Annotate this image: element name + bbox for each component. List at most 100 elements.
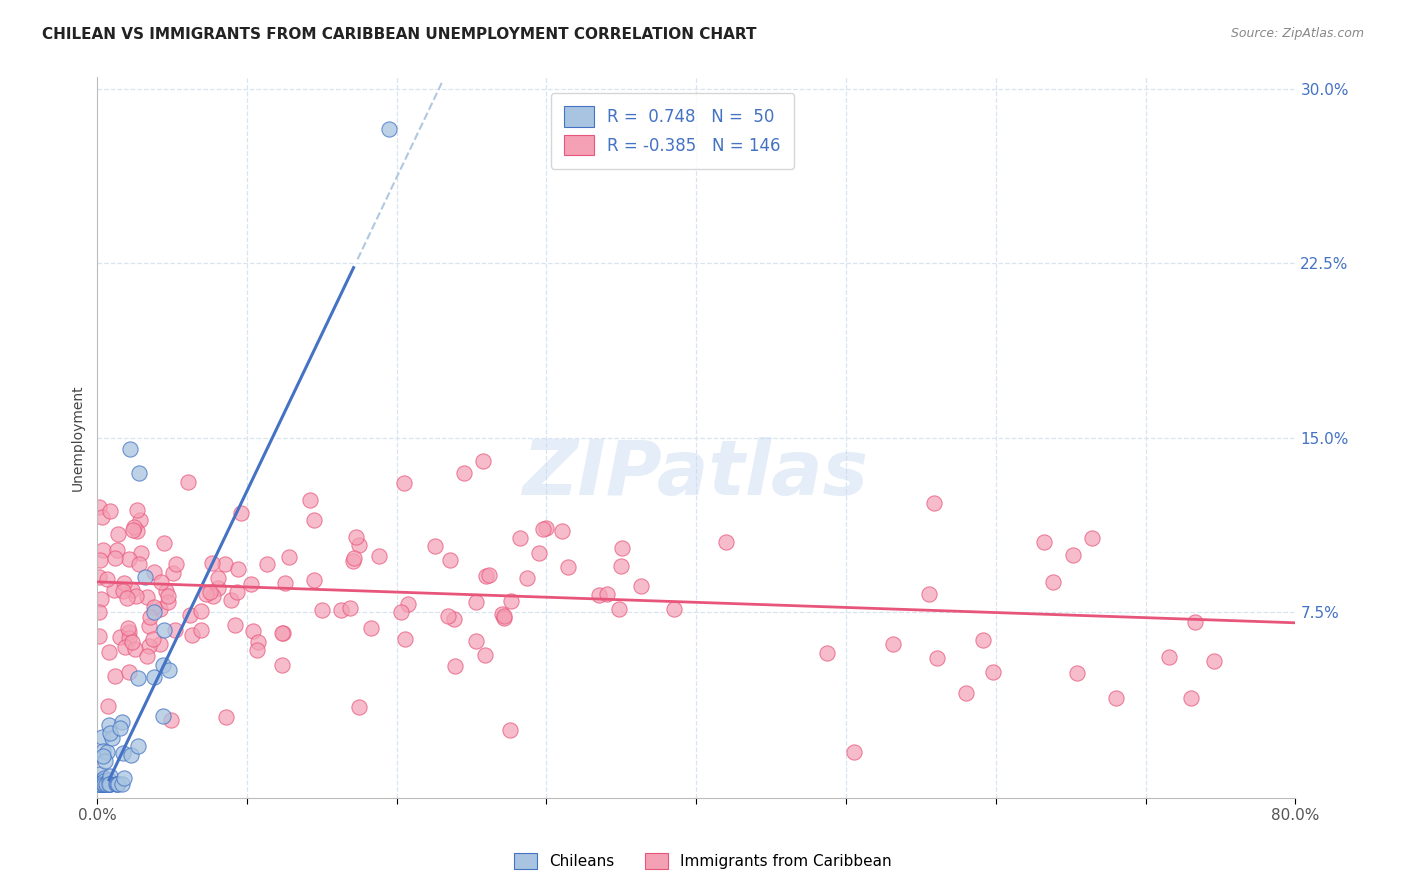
Point <box>360 621 382 635</box>
Point <box>89 777 111 791</box>
Point <box>107 527 129 541</box>
Point <box>1202 654 1225 668</box>
Point <box>91 777 114 791</box>
Point <box>534 521 557 535</box>
Point <box>104 669 127 683</box>
Point <box>91 744 114 758</box>
Point <box>180 628 202 642</box>
Point <box>437 609 460 624</box>
Point <box>121 635 143 649</box>
Point <box>165 624 187 638</box>
Point <box>122 523 145 537</box>
Point <box>93 777 115 791</box>
Point <box>1062 548 1084 562</box>
Point <box>201 556 224 570</box>
Point <box>91 777 114 791</box>
Point <box>389 605 412 619</box>
Point <box>339 601 361 615</box>
Point <box>97 645 120 659</box>
Point <box>98 777 121 791</box>
Point <box>239 577 262 591</box>
Point <box>630 579 652 593</box>
Point <box>378 121 401 136</box>
Point <box>342 554 364 568</box>
Point <box>105 777 128 791</box>
Point <box>103 583 125 598</box>
Point <box>329 603 352 617</box>
Point <box>87 500 110 515</box>
Point <box>98 777 121 791</box>
Legend: Chileans, Immigrants from Caribbean: Chileans, Immigrants from Caribbean <box>508 847 898 875</box>
Point <box>98 768 121 782</box>
Point <box>392 476 415 491</box>
Point <box>114 640 136 655</box>
Point <box>91 543 114 558</box>
Point <box>201 589 224 603</box>
Point <box>118 552 141 566</box>
Point <box>128 557 150 571</box>
Point <box>557 559 579 574</box>
Point <box>87 570 110 584</box>
Point <box>464 633 486 648</box>
Point <box>531 523 554 537</box>
Point <box>219 593 242 607</box>
Point <box>115 591 138 606</box>
Point <box>157 663 180 677</box>
Point <box>90 591 112 606</box>
Point <box>96 746 118 760</box>
Point <box>229 506 252 520</box>
Point <box>242 624 264 638</box>
Point <box>136 590 159 604</box>
Point <box>91 777 114 791</box>
Point <box>89 767 111 781</box>
Point <box>176 475 198 490</box>
Point <box>1033 535 1056 549</box>
Point <box>138 619 160 633</box>
Point <box>152 709 174 723</box>
Point <box>271 657 294 672</box>
Point <box>492 611 515 625</box>
Point <box>302 513 325 527</box>
Point <box>142 565 165 579</box>
Point <box>93 773 115 788</box>
Point <box>93 771 115 785</box>
Point <box>91 749 114 764</box>
Point <box>918 586 941 600</box>
Point <box>120 748 142 763</box>
Point <box>118 665 141 679</box>
Point <box>817 646 839 660</box>
Point <box>134 570 156 584</box>
Point <box>143 599 166 614</box>
Point <box>124 519 146 533</box>
Point <box>299 492 322 507</box>
Point <box>195 587 218 601</box>
Point <box>394 632 416 647</box>
Point <box>93 754 115 768</box>
Point <box>499 594 522 608</box>
Point <box>924 496 946 510</box>
Point <box>271 625 294 640</box>
Point <box>111 714 134 729</box>
Point <box>143 605 166 619</box>
Point <box>972 632 994 647</box>
Point <box>278 550 301 565</box>
Point <box>662 601 685 615</box>
Point <box>97 699 120 714</box>
Point <box>882 637 904 651</box>
Text: ZIPatlas: ZIPatlas <box>523 437 869 511</box>
Point <box>108 721 131 735</box>
Point <box>207 581 229 595</box>
Point <box>396 597 419 611</box>
Point <box>128 466 150 480</box>
Point <box>93 777 115 791</box>
Point <box>87 629 110 643</box>
Point <box>842 745 865 759</box>
Point <box>1080 532 1102 546</box>
Point <box>551 524 574 538</box>
Point <box>121 582 143 597</box>
Point <box>165 557 187 571</box>
Point <box>607 602 630 616</box>
Point <box>118 625 141 640</box>
Point <box>93 777 115 791</box>
Point <box>1180 691 1202 706</box>
